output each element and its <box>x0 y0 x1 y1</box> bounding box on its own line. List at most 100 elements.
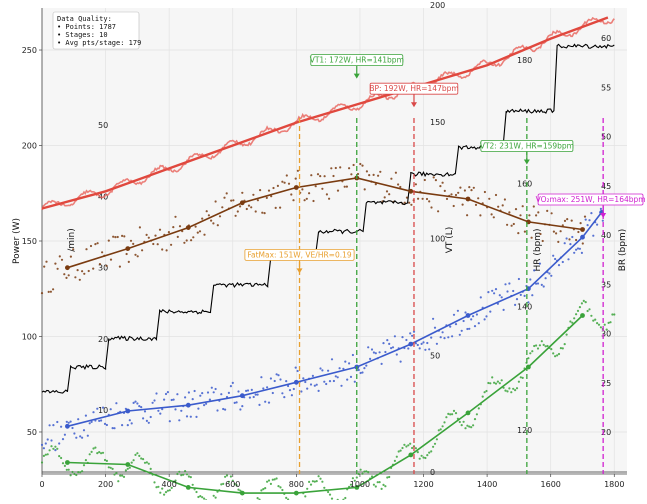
vo2_trend-point <box>127 424 129 426</box>
br_trend-point <box>226 474 228 476</box>
br_trend-point <box>54 446 56 448</box>
vo2_trend-point <box>375 352 377 354</box>
vt_trend-point <box>110 259 112 261</box>
vo2_trend-point <box>306 388 308 390</box>
vo2_trend-point <box>321 369 323 371</box>
vo2_trend-point <box>237 390 239 392</box>
vt_trend-point <box>248 205 250 207</box>
vo2_trend-node <box>125 409 130 414</box>
vt_trend-point <box>139 226 141 228</box>
vt_trend-point <box>252 194 254 196</box>
vo2_trend-point <box>346 379 348 381</box>
br_trend-point <box>590 315 592 317</box>
vo2_trend-point <box>564 242 566 244</box>
br_trend-point <box>527 357 529 359</box>
vo2_trend-point <box>333 380 335 382</box>
br_trend-point <box>560 347 562 349</box>
vt_trend-point <box>301 188 303 190</box>
vo2_trend-point <box>567 258 569 260</box>
vo2_trend-point <box>587 224 589 226</box>
vt_trend-point <box>564 220 566 222</box>
br_trend-point <box>319 478 321 480</box>
br_trend-point <box>539 344 541 346</box>
vt_trend-point <box>212 222 214 224</box>
br_trend-point <box>424 457 426 459</box>
vt_trend-point <box>219 215 221 217</box>
vo2_trend-point <box>527 301 529 303</box>
vt_trend-point <box>326 193 328 195</box>
vt_trend-node <box>408 189 413 194</box>
br_trend-node <box>65 460 70 465</box>
br_trend-point <box>73 473 75 475</box>
vo2_trend-point <box>504 283 506 285</box>
vo2_trend-point <box>514 304 516 306</box>
br_trend-point <box>562 347 564 349</box>
vt_trend-point <box>97 242 99 244</box>
vo2_trend-point <box>417 344 419 346</box>
br_trend-point <box>169 489 171 491</box>
right-axis-title: HR (bpm) <box>533 228 543 271</box>
vo2_trend-point <box>283 396 285 398</box>
br_trend-point <box>381 488 383 490</box>
vo2_trend-point <box>66 421 68 423</box>
br_trend-point <box>545 345 547 347</box>
vt_trend-point <box>74 276 76 278</box>
vt_trend-point <box>415 183 417 185</box>
vt_trend-point <box>488 198 490 200</box>
vt_trend-point <box>551 212 553 214</box>
br_trend-point <box>178 471 180 473</box>
vt_trend-point <box>491 213 493 215</box>
vt_trend-point <box>321 188 323 190</box>
vo2_trend-point <box>75 437 77 439</box>
vt_trend-point <box>417 198 419 200</box>
br_trend-point <box>85 459 87 461</box>
br_trend-point <box>43 455 45 457</box>
br_trend-point <box>363 471 365 473</box>
vt_trend-point <box>475 204 477 206</box>
vo2_trend-point <box>71 427 73 429</box>
br_trend-point <box>501 379 503 381</box>
br_trend-point <box>163 494 165 496</box>
right-axis-tick-label: 0 <box>430 468 435 477</box>
br_trend-point <box>102 452 104 454</box>
vo2_trend-point <box>272 392 274 394</box>
br_trend-point <box>419 458 421 460</box>
vo2_trend-point <box>463 320 465 322</box>
vo2_trend-point <box>478 322 480 324</box>
vo2_trend-point <box>190 416 192 418</box>
br_trend-point <box>316 480 318 482</box>
vt_trend-point <box>388 193 390 195</box>
vo2_trend-point <box>195 416 197 418</box>
vo2_trend-point <box>234 402 236 404</box>
vt_trend-point <box>390 178 392 180</box>
br_trend-point <box>499 382 501 384</box>
br_trend-point <box>400 450 402 452</box>
vt_trend-point <box>495 194 497 196</box>
vo2_trend-point <box>419 347 421 349</box>
vo2_trend-point <box>153 399 155 401</box>
br_trend-point <box>382 484 384 486</box>
br_trend-point <box>131 462 133 464</box>
vo2_trend-point <box>302 377 304 379</box>
vo2_trend-point <box>457 310 459 312</box>
br_trend-point <box>411 447 413 449</box>
vo2_trend-point <box>192 398 194 400</box>
br_trend-point <box>89 453 91 455</box>
br_trend-node <box>466 411 471 416</box>
br_trend-point <box>112 468 114 470</box>
vo2_trend-point <box>327 370 329 372</box>
vo2_trend-point <box>396 353 398 355</box>
vo2_trend-point <box>92 411 94 413</box>
br_trend-point <box>277 485 279 487</box>
vt_trend-point <box>368 174 370 176</box>
vo2_trend-point <box>136 402 138 404</box>
br_trend-point <box>165 491 167 493</box>
vt_trend-point <box>94 243 96 245</box>
vt_trend-point <box>223 197 225 199</box>
x-tick-label: 0 <box>39 480 44 489</box>
vt_trend-point <box>477 197 479 199</box>
vt_trend-point <box>172 226 174 228</box>
vo2_trend-point <box>386 339 388 341</box>
right-axis-tick-label: 120 <box>517 426 532 435</box>
